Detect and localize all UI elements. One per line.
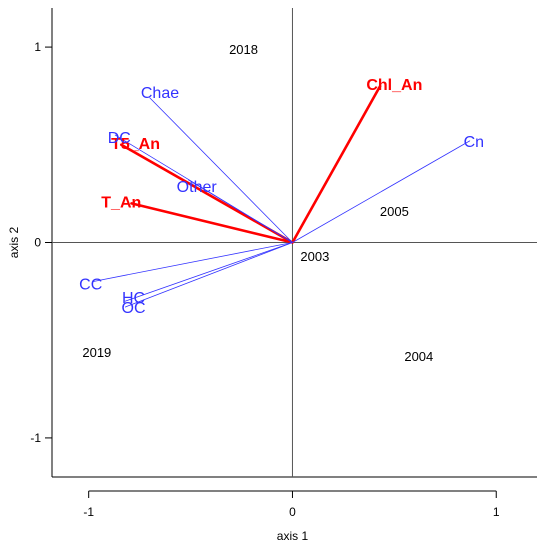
y-axis-title: axis 2 — [7, 227, 21, 259]
vector-label-t-an: T_An — [101, 194, 141, 211]
vector-chl-an — [291, 84, 382, 244]
vector-label-chae: Chae — [141, 85, 179, 102]
vector-label-chl-an: Chl_An — [366, 77, 422, 94]
vector-hc — [124, 242, 293, 302]
site-label-2019: 2019 — [82, 345, 111, 360]
vector-cc — [92, 242, 293, 282]
vector-label-cn: Cn — [464, 134, 484, 151]
x-tick-label: 1 — [493, 505, 500, 519]
vector-cn — [292, 140, 471, 243]
vector-label-cc: CC — [79, 277, 102, 294]
site-label-2004: 2004 — [404, 349, 433, 364]
y-tick-label: -1 — [30, 431, 41, 445]
site-labels: 2018 2005 2003 2019 2004 — [82, 42, 433, 364]
vector-oc — [124, 242, 293, 308]
site-label-2003: 2003 — [300, 249, 329, 264]
x-axis: -1 0 1 — [83, 490, 500, 519]
vector-label-other: Other — [177, 179, 218, 196]
x-tick-label: -1 — [83, 505, 94, 519]
vector-arrows — [92, 84, 471, 308]
vector-t5-an — [119, 143, 294, 244]
vector-label-t5-an: T5_An — [111, 136, 160, 153]
reference-lines — [52, 8, 537, 477]
x-axis-title: axis 1 — [277, 529, 309, 543]
vector-label-oc: OC — [122, 300, 146, 317]
site-label-2018: 2018 — [229, 42, 258, 57]
vector-label-dc: DC — [108, 130, 131, 147]
site-label-2005: 2005 — [380, 204, 409, 219]
x-tick-label: 0 — [289, 505, 296, 519]
y-axis: -1 0 1 — [30, 40, 52, 445]
vector-chae — [149, 97, 293, 243]
vector-other — [188, 179, 293, 243]
vector-label-hc: HC — [122, 290, 145, 307]
y-tick-label: 0 — [34, 236, 41, 250]
vector-t-an — [130, 202, 294, 244]
y-tick-label: 1 — [34, 40, 41, 54]
